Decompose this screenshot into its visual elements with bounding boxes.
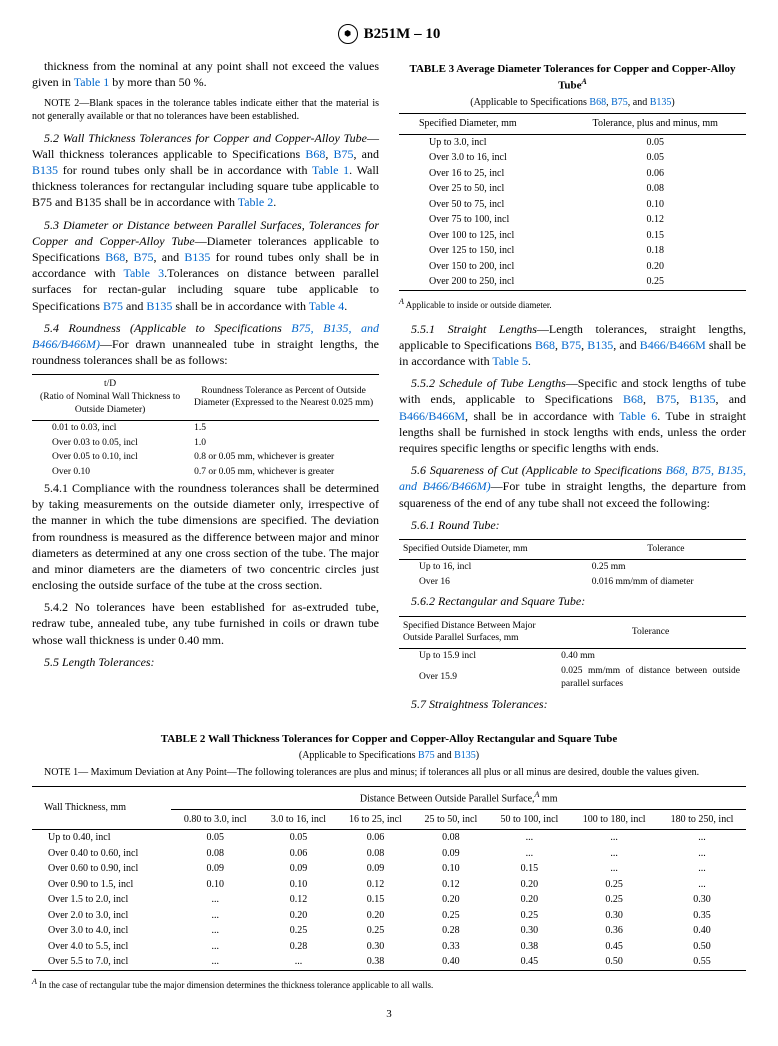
table3-sub: (Applicable to Specifications B68, B75, … (399, 96, 746, 110)
table2-footnote: A In the case of rectangular tube the ma… (32, 977, 746, 991)
note-2: NOTE 2—Blank spaces in the tolerance tab… (32, 97, 379, 124)
para-5-3: 5.3 Diameter or Distance between Paralle… (32, 217, 379, 314)
para-5-2: 5.2 Wall Thickness Tolerances for Copper… (32, 130, 379, 211)
rect-tube-table: Specified Distance Between Major Outside… (399, 616, 746, 692)
round-tube-table: Specified Outside Diameter, mmToleranceU… (399, 539, 746, 589)
table3-footnote: A Applicable to inside or outside diamet… (399, 297, 746, 311)
para-5-5-1: 5.5.1 Straight Lengths—Length tolerances… (399, 321, 746, 370)
doc-header: ⬢ B251M – 10 (32, 24, 746, 44)
doc-id: B251M – 10 (364, 24, 441, 44)
para-5-5-2: 5.5.2 Schedule of Tube Lengths—Specific … (399, 375, 746, 456)
para-5-4-2: 5.4.2 No tolerances have been establishe… (32, 599, 379, 648)
astm-logo-icon: ⬢ (338, 24, 358, 44)
two-column-body: thickness from the nominal at any point … (32, 58, 746, 718)
left-column: thickness from the nominal at any point … (32, 58, 379, 718)
para-5-6: 5.6 Squareness of Cut (Applicable to Spe… (399, 462, 746, 511)
table3-title: TABLE 3 Average Diameter Tolerances for … (399, 62, 746, 93)
para-5-4-1: 5.4.1 Compliance with the roundness tole… (32, 480, 379, 593)
table2-title: TABLE 2 Wall Thickness Tolerances for Co… (32, 732, 746, 747)
sec-5-6-2: 5.6.2 Rectangular and Square Tube: (399, 593, 746, 609)
link-table1[interactable]: Table 1 (74, 75, 109, 89)
sec-5-7: 5.7 Straightness Tolerances: (399, 696, 746, 712)
table2-note: NOTE 1— Maximum Deviation at Any Point—T… (32, 766, 746, 780)
para-5-4: 5.4 Roundness (Applicable to Specificati… (32, 320, 379, 369)
right-column: TABLE 3 Average Diameter Tolerances for … (399, 58, 746, 718)
table2: Wall Thickness, mmDistance Between Outsi… (32, 786, 746, 973)
table2-sub: (Applicable to Specifications B75 and B1… (32, 749, 746, 763)
sec-5-6-1: 5.6.1 Round Tube: (399, 517, 746, 533)
para: thickness from the nominal at any point … (32, 58, 379, 90)
sec-5-5: 5.5 Length Tolerances: (32, 654, 379, 670)
roundness-table: t/D(Ratio of Nominal Wall Thickness to O… (32, 374, 379, 480)
page-number: 3 (32, 1007, 746, 1022)
table3: Specified Diameter, mmTolerance, plus an… (399, 113, 746, 293)
table2-section: TABLE 2 Wall Thickness Tolerances for Co… (32, 732, 746, 991)
